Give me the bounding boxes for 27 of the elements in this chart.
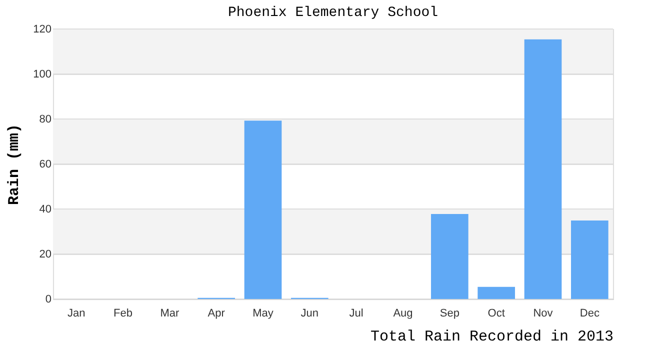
x-tick-label: Sep: [440, 308, 460, 320]
x-tick-label: Feb: [114, 308, 132, 320]
y-tick-label: 0: [45, 294, 52, 306]
x-axis-title: Total Rain Recorded in 2013: [370, 328, 614, 346]
y-tick-label: 40: [39, 204, 52, 216]
x-tick-label: Nov: [533, 308, 554, 320]
bar: [431, 214, 468, 299]
x-tick-label: Jul: [349, 308, 364, 320]
x-tick-label: Dec: [580, 308, 600, 320]
x-tick-label: Oct: [488, 308, 505, 320]
y-tick-label: 60: [39, 158, 52, 170]
bar: [571, 220, 608, 299]
y-tick-label: 20: [39, 248, 52, 260]
x-tick-label: Jan: [67, 308, 86, 320]
y-tick-label: 80: [39, 114, 52, 126]
x-tick-label: Mar: [160, 308, 180, 320]
y-tick-label: 100: [33, 68, 52, 80]
x-tick-label: Jun: [300, 308, 319, 320]
y-axis-title: Rain (mm): [6, 124, 24, 206]
x-tick-label: Apr: [208, 308, 226, 320]
x-tick-label: May: [252, 308, 274, 320]
bar: [524, 39, 562, 299]
chart-title: Phoenix Elementary School: [228, 5, 438, 21]
bar: [478, 286, 515, 299]
bar: [244, 120, 282, 299]
y-tick-label: 120: [33, 24, 52, 36]
x-tick-label: Aug: [393, 308, 413, 320]
